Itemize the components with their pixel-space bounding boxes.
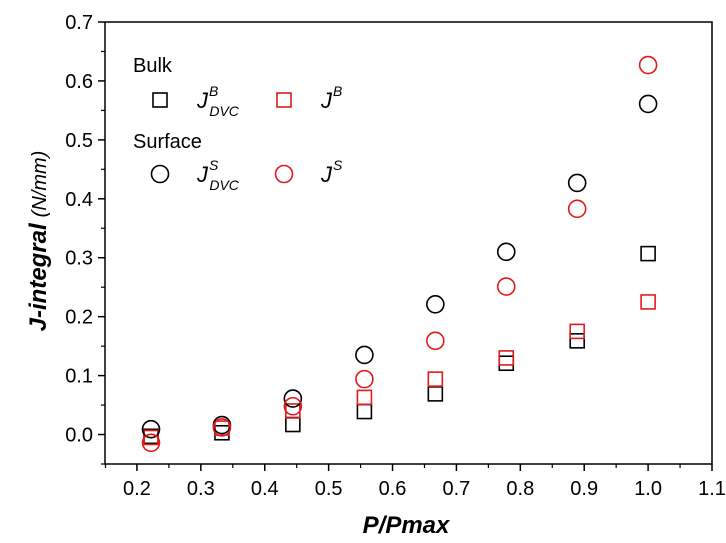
x-tick-label: 0.3 — [187, 478, 215, 500]
y-tick-label: 0.1 — [65, 366, 93, 388]
data-point — [569, 323, 585, 340]
y-tick-label: 0.2 — [65, 307, 93, 329]
data-point — [640, 294, 656, 310]
data-point — [356, 403, 373, 420]
data-point — [427, 371, 444, 387]
x-axis-title: P/Pmax — [363, 512, 451, 539]
tick-labels: 0.2 0.3 0.4 0.5 0.6 0.7 0.8 0.9 1.0 1.1 0.0 0.1 0.2 0… — [65, 12, 726, 500]
data-point — [355, 369, 374, 389]
legend-label: JB DVC — [196, 83, 240, 119]
y-tick-label: 0.0 — [65, 425, 93, 447]
data-point — [640, 245, 656, 262]
y-tick-label: 0.3 — [65, 248, 93, 270]
data-point — [283, 389, 303, 408]
series-j-s-dvc — [141, 94, 658, 439]
x-tick-label: 0.5 — [315, 478, 343, 500]
legend-marker — [274, 164, 294, 184]
data-point — [141, 419, 161, 439]
series-j-s — [141, 55, 658, 453]
x-tick-label: 0.4 — [251, 478, 279, 500]
data-point — [498, 350, 515, 366]
x-tick-label: 1.0 — [634, 478, 662, 500]
plot-frame — [104, 21, 713, 465]
data-point — [214, 420, 230, 436]
data-point — [427, 386, 444, 402]
legend: Bulk Surface JB DVC JB JS DVC JS — [133, 55, 343, 193]
y-tick-label: 0.4 — [65, 189, 93, 211]
x-tick-label: 0.8 — [506, 478, 534, 500]
y-axis-title-main: J-integral — [25, 222, 52, 331]
y-tick-label: 0.6 — [65, 71, 93, 93]
legend-label: JS DVC — [196, 157, 240, 193]
x-tick-label: 1.1 — [698, 478, 726, 500]
axes — [104, 21, 713, 465]
x-tick-label: 0.6 — [379, 478, 407, 500]
x-tick-label: 0.2 — [123, 478, 151, 500]
legend-items: JB DVC JB JS DVC JS — [150, 83, 343, 193]
data-point — [283, 396, 303, 416]
data-point — [285, 416, 301, 433]
data-points — [141, 55, 658, 453]
legend-group-title-surface: Surface — [133, 131, 202, 153]
data-point — [356, 389, 373, 406]
data-point — [567, 199, 587, 219]
series-j-b — [143, 294, 656, 446]
data-point — [355, 345, 374, 365]
x-tick-label: 0.9 — [570, 478, 598, 500]
legend-label: JS — [320, 157, 343, 187]
legend-marker — [152, 92, 168, 108]
data-point — [212, 418, 232, 437]
tick-marks — [98, 21, 713, 471]
legend-group-title-bulk: Bulk — [133, 55, 173, 77]
legend-marker — [150, 164, 170, 184]
y-tick-label: 0.7 — [65, 12, 93, 34]
legend-label: JB — [320, 83, 342, 113]
data-point — [426, 331, 445, 351]
data-point — [498, 355, 515, 372]
data-point — [141, 433, 161, 453]
legend-marker — [276, 92, 292, 108]
x-tick-label: 0.7 — [443, 478, 471, 500]
y-axis-title: J-integral (N/mm) — [25, 151, 52, 332]
y-axis-title-unit: (N/mm) — [29, 151, 51, 218]
data-point — [569, 333, 585, 349]
data-point — [496, 277, 516, 296]
y-tick-label: 0.5 — [65, 130, 93, 152]
data-point — [426, 294, 445, 314]
series-j-b-dvc — [143, 245, 656, 445]
data-point — [638, 55, 658, 75]
data-point — [496, 242, 516, 262]
data-point — [638, 94, 658, 114]
data-point — [567, 173, 587, 193]
